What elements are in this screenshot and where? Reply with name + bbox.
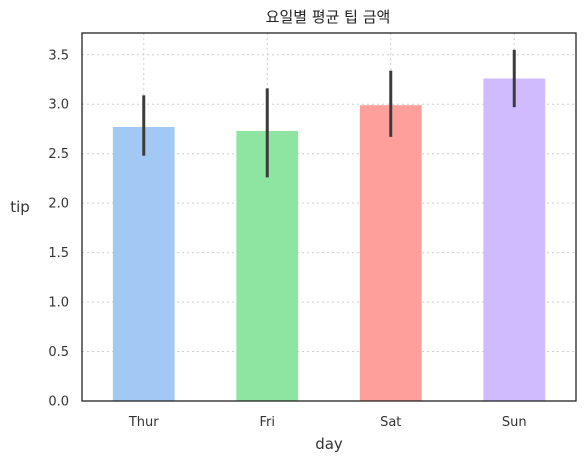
y-tick-label: 3.0 (48, 98, 69, 113)
y-tick-label: 1.5 (48, 246, 69, 261)
x-axis-ticks: Thur Fri Sat Sun (128, 415, 527, 430)
bar-layer (112, 78, 546, 402)
y-axis-ticks: 0.0 0.5 1.0 1.5 2.0 2.5 3.0 3.5 (48, 48, 69, 409)
chart-title: 요일별 평균 팁 금액 (266, 8, 391, 26)
y-tick-label: 2.5 (48, 147, 69, 162)
bar-sun (483, 78, 546, 402)
plot-frame (81, 32, 577, 402)
bar-thur (112, 126, 175, 402)
x-tick-label: Sun (502, 415, 527, 430)
y-tick-label: 0.5 (48, 345, 69, 360)
x-tick-label: Sat (380, 415, 401, 430)
bar-sat (359, 105, 422, 401)
y-tick-label: 1.0 (48, 296, 69, 311)
y-tick-label: 3.5 (48, 48, 69, 63)
y-axis-label: tip (10, 198, 30, 216)
y-tick-label: 2.0 (48, 197, 69, 212)
x-axis-label: day (315, 435, 343, 453)
x-tick-label: Thur (128, 415, 159, 430)
x-tick-label: Fri (260, 415, 276, 430)
y-tick-label: 0.0 (48, 395, 69, 410)
error-bar-layer (142, 49, 516, 178)
